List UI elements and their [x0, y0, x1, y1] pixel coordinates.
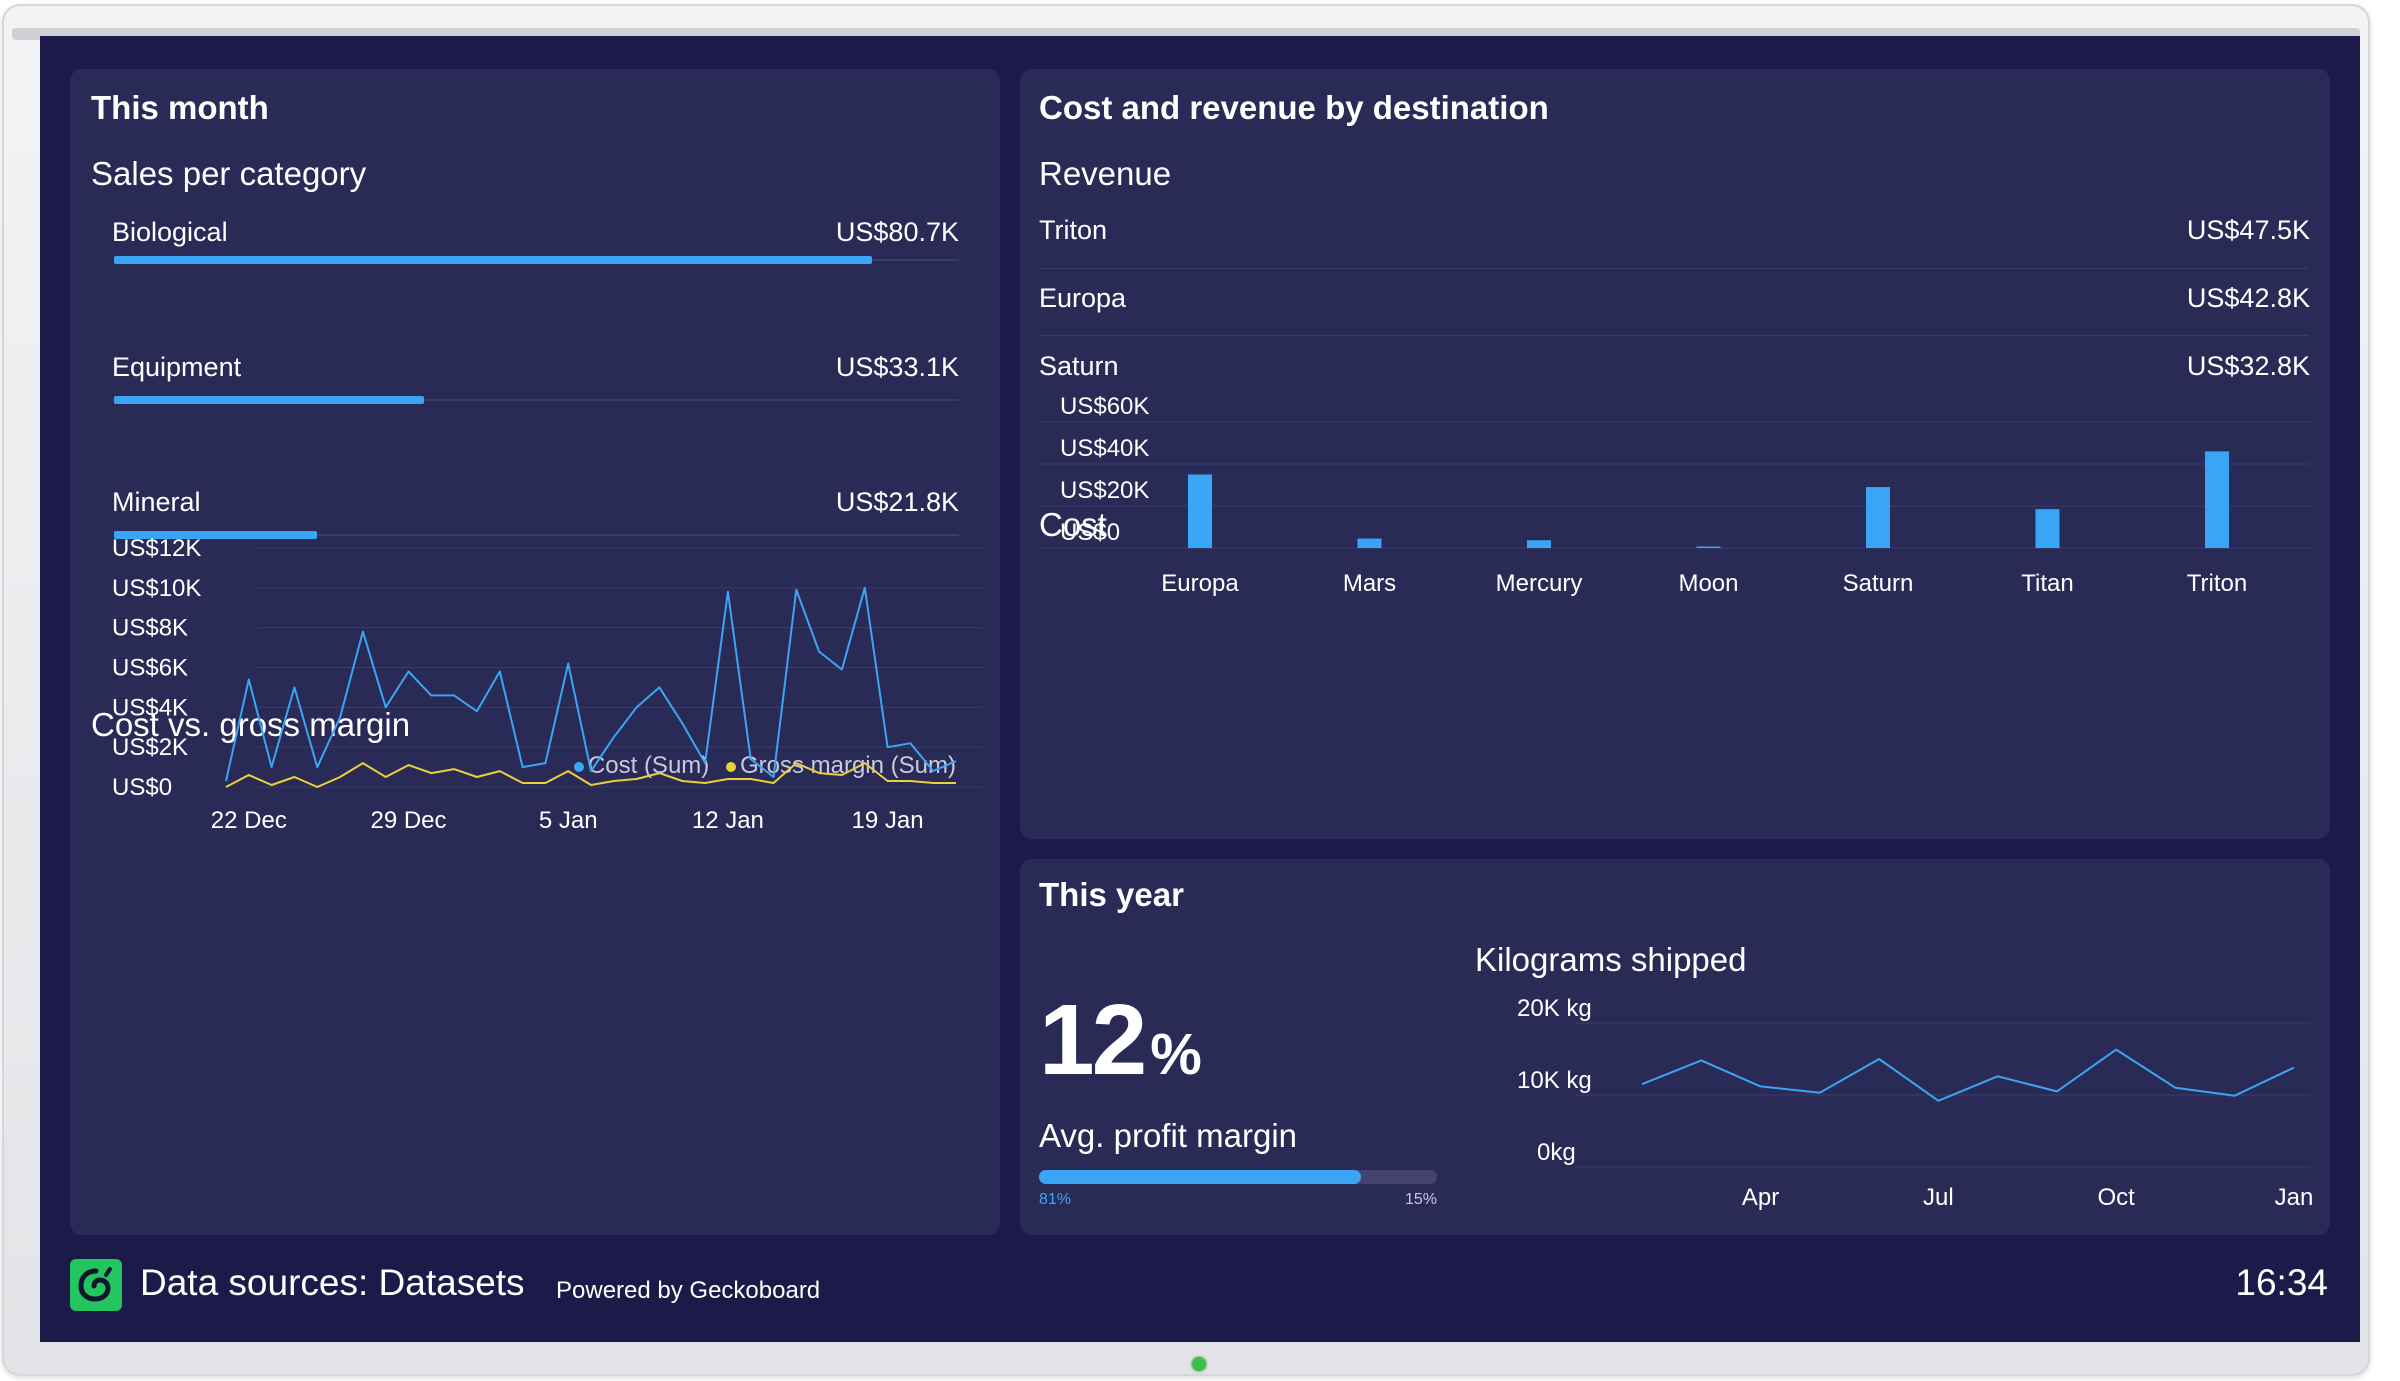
cost-bar: [1866, 487, 1890, 548]
cost-title: Cost: [1039, 506, 1107, 543]
revenue-label: Europa: [1039, 283, 1127, 313]
y-tick-label: US$8K: [112, 615, 188, 642]
sales-label: Mineral: [112, 487, 201, 517]
sales-bar-track: [114, 399, 959, 401]
y-tick-label: US$10K: [112, 575, 201, 602]
sales-value: US$21.8K: [835, 487, 959, 517]
progress-track: [1039, 1170, 1437, 1184]
profit-margin-number: 12%: [1039, 983, 1202, 1098]
card-destination: Cost and revenue by destination Revenue …: [1020, 69, 2330, 839]
sales-label: Biological: [112, 217, 228, 247]
x-tick-label: Mars: [1343, 570, 1396, 597]
y-tick-label: US$4K: [112, 694, 188, 721]
power-led: [1192, 1357, 1206, 1371]
sales-value: US$33.1K: [835, 352, 959, 382]
cost-bar: [1357, 538, 1382, 548]
revenue-divider: [1039, 335, 2309, 336]
legend-cost-label: Cost (Sum): [587, 752, 710, 779]
footer-title: Data sources: Datasets: [140, 1262, 525, 1303]
progress-left-label: 81%: [1039, 1191, 1072, 1208]
legend-cost-dot: [573, 761, 584, 772]
y-tick-label: 20K kg: [1517, 995, 1592, 1022]
x-tick-label: Moon: [1678, 570, 1738, 597]
gecko-logo-icon: [78, 1267, 112, 1302]
x-tick-label: 12 Jan: [692, 807, 764, 834]
progress-right-label: 15%: [1404, 1191, 1437, 1208]
footer-powered: Powered by Geckoboard: [556, 1277, 821, 1304]
sales-bar-track: [114, 534, 959, 536]
card-title: This month: [91, 89, 269, 126]
cost-bar: [1188, 474, 1212, 548]
kg-title: Kilograms shipped: [1475, 941, 1747, 978]
card-title: This year: [1039, 876, 1184, 913]
dashboard-screen: This month Sales per category Biological…: [40, 36, 2360, 1342]
card-this-year: This year 12% Avg. profit margin 81% 15%…: [1020, 859, 2330, 1235]
kg-line-chart: 20K kg 10K kg 0kg Apr Jul Oct Jan: [1517, 995, 2314, 1211]
cost-bar: [1527, 540, 1551, 548]
x-tick-label: Triton: [2187, 570, 2247, 597]
y-tick-label: 10K kg: [1517, 1067, 1592, 1094]
cost-bar: [2205, 451, 2229, 548]
revenue-value: US$42.8K: [2186, 283, 2310, 313]
y-tick-label: US$2K: [112, 734, 188, 761]
revenue-label: Saturn: [1039, 351, 1119, 381]
x-tick-label: 29 Dec: [370, 807, 446, 834]
y-tick-label: US$40K: [1060, 435, 1149, 462]
revenue-divider: [1039, 268, 2309, 269]
x-tick-label: Apr: [1742, 1184, 1779, 1211]
x-tick-label: 22 Dec: [211, 807, 287, 834]
cost-margin-chart: US$12K US$10K US$8K US$6K US$4K US$2K US$0 22 D…: [112, 535, 982, 834]
revenue-value: US$47.5K: [2186, 215, 2310, 245]
x-tick-label: Titan: [2021, 570, 2073, 597]
y-tick-label: 0kg: [1537, 1139, 1576, 1166]
profit-margin-label: Avg. profit margin: [1039, 1117, 1298, 1154]
x-tick-label: 19 Jan: [852, 807, 924, 834]
sales-bar-fill: [114, 531, 317, 539]
x-tick-label: Europa: [1161, 570, 1239, 597]
cost-margin-title: Cost vs. gross margin: [91, 706, 411, 743]
y-tick-label: US$60K: [1060, 393, 1149, 420]
x-tick-label: Jan: [2275, 1184, 2314, 1211]
legend-margin-dot: [725, 761, 736, 772]
card-this-month: This month Sales per category Biological…: [70, 69, 1000, 1235]
geckoboard-logo: [70, 1259, 122, 1311]
sales-value: US$80.7K: [835, 217, 959, 247]
sales-title: Sales per category: [91, 155, 367, 192]
revenue-value: US$32.8K: [2186, 351, 2310, 381]
kg-series-line: [1641, 1048, 2295, 1102]
revenue-label: Triton: [1039, 215, 1108, 245]
sales-bar-fill: [114, 396, 424, 404]
x-tick-label: Oct: [2098, 1184, 2136, 1211]
x-tick-label: Jul: [1923, 1184, 1954, 1211]
sales-label: Equipment: [112, 352, 242, 382]
big-unit: %: [1150, 1022, 1202, 1087]
sales-bar-fill: [114, 256, 872, 264]
x-tick-label: Mercury: [1496, 570, 1583, 597]
cost-bar-chart: US$60K US$40K US$20K US$0 Europa Mars Mercury M…: [1039, 393, 2310, 597]
card-title: Cost and revenue by destination: [1039, 89, 1549, 126]
y-tick-label: US$20K: [1060, 477, 1149, 504]
footer-clock: 16:34: [2235, 1262, 2328, 1303]
x-tick-label: Saturn: [1843, 570, 1914, 597]
y-tick-label: US$12K: [112, 535, 201, 562]
y-tick-label: US$0: [112, 774, 172, 801]
y-tick-label: US$6K: [112, 655, 188, 682]
cost-series-line: [225, 586, 957, 782]
cost-bar: [1696, 546, 1721, 548]
revenue-title: Revenue: [1039, 155, 1172, 192]
x-tick-label: 5 Jan: [539, 807, 598, 834]
y-tick-label: US$0: [1060, 519, 1120, 546]
margin-series-line: [225, 762, 956, 788]
big-value: 12: [1039, 984, 1147, 1096]
progress-fill: [1039, 1170, 1362, 1184]
cost-bar: [2035, 509, 2060, 548]
